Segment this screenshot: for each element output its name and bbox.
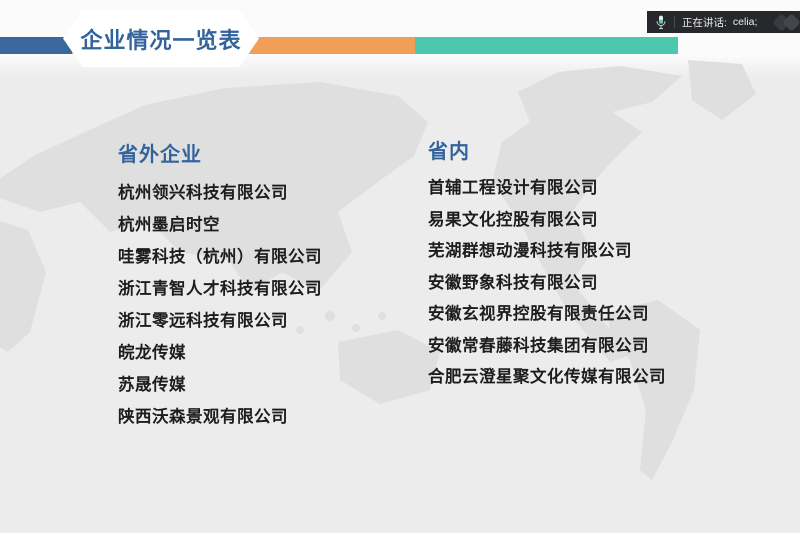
company-list-inside: 首辅工程设计有限公司 易果文化控股有限公司 芜湖群想动漫科技有限公司 安徽野象科… — [428, 171, 666, 392]
company-list-item: 苏晟传媒 — [118, 375, 186, 394]
accent-bar-blue — [0, 37, 72, 54]
speaking-label: 正在讲话: — [682, 16, 727, 29]
column-in-province: 省内 首辅工程设计有限公司 易果文化控股有限公司 芜湖群想动漫科技有限公司 安徽… — [428, 137, 666, 391]
company-list-item: 安徽玄视界控股有限责任公司 — [428, 305, 649, 324]
company-list-outside: 杭州领兴科技有限公司 杭州墨启时空 哇雾科技（杭州）有限公司 浙江青智人才科技有… — [118, 176, 322, 431]
company-list-item: 杭州领兴科技有限公司 — [118, 184, 288, 203]
company-list-item: 易果文化控股有限公司 — [428, 210, 598, 229]
company-list-item: 安徽常春藤科技集团有限公司 — [428, 336, 649, 355]
company-list-item: 陕西沃森景观有限公司 — [118, 407, 288, 426]
company-list-item: 浙江青智人才科技有限公司 — [118, 280, 322, 299]
company-list-item: 皖龙传媒 — [118, 343, 186, 362]
column-header-outside: 省外企业 — [118, 144, 202, 166]
slide-title: 企业情况一览表 — [80, 27, 242, 53]
speaker-name: celia; — [732, 16, 758, 28]
world-map-background — [0, 60, 756, 480]
company-list-item: 首辅工程设计有限公司 — [428, 179, 598, 198]
speaking-indicator[interactable]: 正在讲话: celia; — [647, 11, 800, 33]
company-list-item: 安徽野象科技有限公司 — [428, 273, 598, 292]
meeting-logo-icon — [772, 13, 800, 32]
company-list-item: 杭州墨启时空 — [118, 216, 220, 235]
title-box: 企业情况一览表 — [63, 10, 259, 67]
microphone-icon — [656, 15, 666, 29]
company-list-item: 哇雾科技（杭州）有限公司 — [118, 248, 322, 267]
overlay-divider — [674, 16, 675, 28]
column-outside-province: 省外企业 杭州领兴科技有限公司 杭州墨启时空 哇雾科技（杭州）有限公司 浙江青智… — [118, 140, 322, 431]
accent-bar-teal — [415, 37, 678, 54]
company-list-item: 芜湖群想动漫科技有限公司 — [428, 242, 632, 261]
column-header-inside: 省内 — [428, 141, 470, 163]
company-list-item: 合肥云澄星聚文化传媒有限公司 — [428, 368, 666, 387]
company-list-item: 浙江零远科技有限公司 — [118, 312, 288, 330]
